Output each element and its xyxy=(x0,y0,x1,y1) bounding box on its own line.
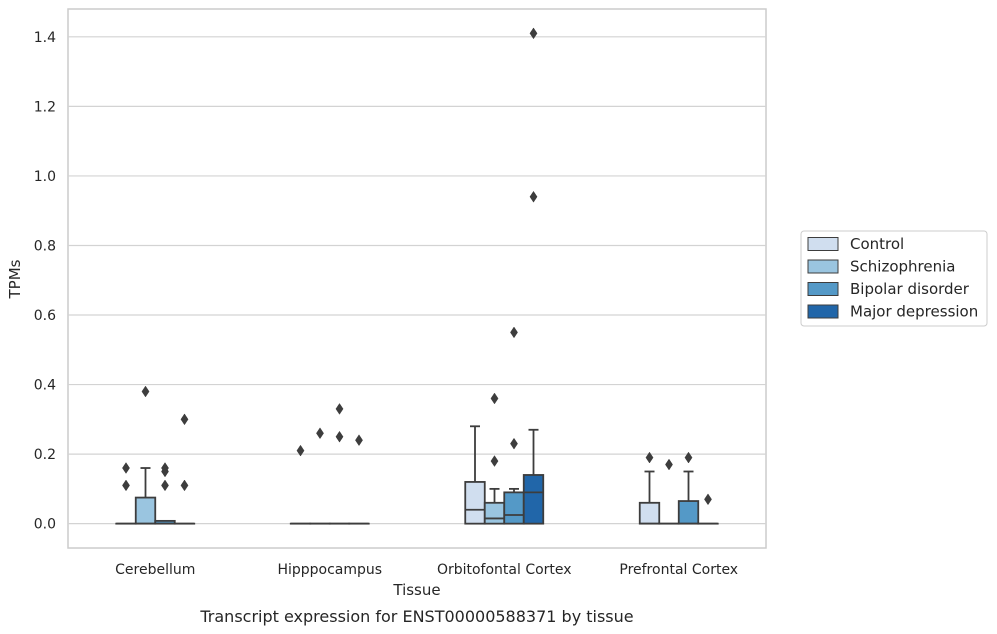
legend-label: Control xyxy=(850,235,904,253)
outlier-point xyxy=(180,479,189,492)
legend-swatch xyxy=(807,282,839,296)
outlier-point xyxy=(122,462,130,474)
outlier-point xyxy=(316,427,324,440)
outlier-point xyxy=(296,444,305,457)
y-tick-label: 0.0 xyxy=(34,517,56,533)
x-tick-label: Hipppocampus xyxy=(277,562,382,578)
x-tick-label: Orbitofontal Cortex xyxy=(437,562,572,578)
outlier-point xyxy=(665,458,673,471)
outlier-point xyxy=(180,413,189,426)
outlier-point xyxy=(529,190,538,203)
box xyxy=(677,500,700,525)
box xyxy=(522,474,545,525)
outlier-point xyxy=(355,434,363,447)
x-axis-label: Tissue xyxy=(392,581,440,599)
outlier-point xyxy=(704,493,712,506)
legend-swatch xyxy=(807,237,839,251)
legend-swatch xyxy=(807,259,839,274)
outlier-point xyxy=(141,385,150,398)
box xyxy=(134,496,157,525)
y-tick-label: 0.4 xyxy=(34,378,56,394)
box-series xyxy=(115,27,719,525)
legend-label: Schizophrenia xyxy=(850,258,955,276)
y-tick-label: 1.4 xyxy=(34,30,56,46)
outlier-point xyxy=(161,462,169,474)
outlier-point xyxy=(645,451,654,464)
outlier-point xyxy=(510,437,518,450)
outlier-point xyxy=(490,392,499,405)
plot-area xyxy=(67,8,767,549)
x-tick-label: Prefrontal Cortex xyxy=(619,562,738,578)
y-tick-labels: 0.0 0.2 0.4 0.6 0.8 1.0 1.2 1.4 xyxy=(34,30,56,533)
series-schizophrenia xyxy=(134,385,680,525)
chart-caption: Transcript expression for ENST0000058837… xyxy=(199,607,633,626)
outlier-point xyxy=(490,455,499,467)
legend-label: Major depression xyxy=(850,303,978,321)
outlier-point xyxy=(335,430,344,443)
box xyxy=(638,501,661,525)
box xyxy=(483,501,506,525)
legend-label: Bipolar disorder xyxy=(850,280,970,298)
outlier-point xyxy=(161,479,169,492)
box xyxy=(503,491,525,525)
series-bipolar-disorder xyxy=(154,326,700,525)
x-tick-labels: Cerebellum Hipppocampus Orbitofontal Corte… xyxy=(115,562,738,578)
y-tick-label: 0.8 xyxy=(34,238,56,254)
outlier-point xyxy=(122,479,130,492)
y-tick-label: 1.2 xyxy=(34,99,56,115)
y-tick-label: 0.2 xyxy=(34,447,56,463)
outlier-point xyxy=(510,326,518,339)
y-tick-label: 1.0 xyxy=(34,169,56,185)
outlier-point xyxy=(335,403,344,415)
series-major-depression xyxy=(173,27,719,525)
box xyxy=(464,481,486,525)
y-axis-label: TPMs xyxy=(6,259,24,299)
outlier-point xyxy=(529,27,538,40)
x-tick-label: Cerebellum xyxy=(115,562,195,578)
legend-frame xyxy=(800,230,988,327)
legend: Control Schizophrenia Bipolar disorder Majo… xyxy=(800,230,988,327)
grid-lines xyxy=(68,36,766,525)
series-control xyxy=(115,425,661,525)
y-tick-label: 0.6 xyxy=(34,308,56,324)
legend-swatch xyxy=(807,304,839,319)
outlier-point xyxy=(684,451,693,464)
